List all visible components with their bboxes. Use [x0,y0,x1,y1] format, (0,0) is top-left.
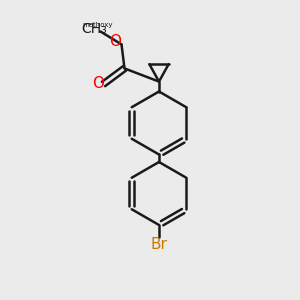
Text: O: O [92,76,104,92]
Text: Br: Br [151,237,167,252]
Text: O: O [109,34,121,49]
Text: methoxy: methoxy [82,22,113,28]
Text: CH₃: CH₃ [82,22,107,36]
